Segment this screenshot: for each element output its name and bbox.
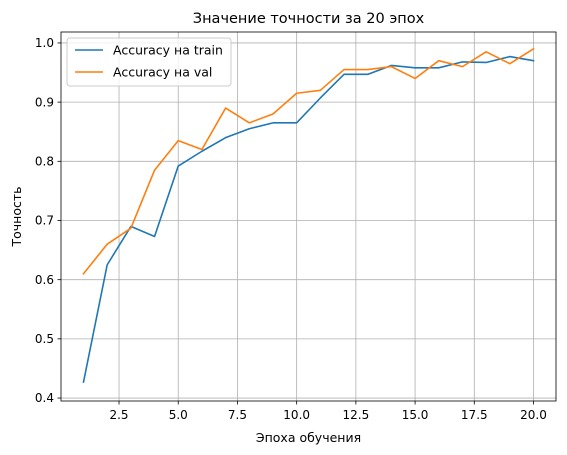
legend: Accuracy на train Accuracy на val bbox=[66, 37, 232, 87]
x-tick-label: 12.5 bbox=[343, 408, 370, 422]
legend-box bbox=[66, 37, 232, 87]
series-line-train bbox=[82, 55, 535, 384]
legend-label-train: Accuracy на train bbox=[113, 43, 223, 58]
series-line-val bbox=[82, 47, 535, 275]
chart-title: Значение точности за 20 эпох bbox=[193, 11, 425, 27]
x-tick-label: 10.0 bbox=[283, 408, 310, 422]
y-tick-label: 0.5 bbox=[35, 332, 54, 346]
y-tick-label: 0.6 bbox=[35, 273, 54, 287]
grid bbox=[61, 32, 556, 401]
y-tick-label: 1.0 bbox=[35, 36, 54, 50]
axis-ticks: 2.5 5.0 7.5 10.0 12.5 15.0 17.5 20.0 0.4 0.5 0.6 0.… bbox=[35, 36, 547, 422]
x-tick-label: 7.5 bbox=[228, 408, 247, 422]
y-tick-label: 0.8 bbox=[35, 155, 54, 169]
y-axis-label: Точность bbox=[9, 186, 24, 247]
plot-frame bbox=[60, 31, 557, 402]
y-tick-label: 0.7 bbox=[35, 214, 54, 228]
x-tick-label: 2.5 bbox=[109, 408, 128, 422]
x-axis-label: Эпоха обучения bbox=[256, 430, 361, 445]
x-tick-label: 5.0 bbox=[169, 408, 188, 422]
x-tick-label: 20.0 bbox=[520, 408, 547, 422]
x-tick-label: 17.5 bbox=[461, 408, 488, 422]
y-tick-label: 0.9 bbox=[35, 95, 54, 109]
x-tick-label: 15.0 bbox=[402, 408, 429, 422]
y-tick-label: 0.4 bbox=[35, 391, 54, 405]
legend-label-val: Accuracy на val bbox=[113, 65, 212, 80]
series-lines bbox=[82, 47, 535, 384]
